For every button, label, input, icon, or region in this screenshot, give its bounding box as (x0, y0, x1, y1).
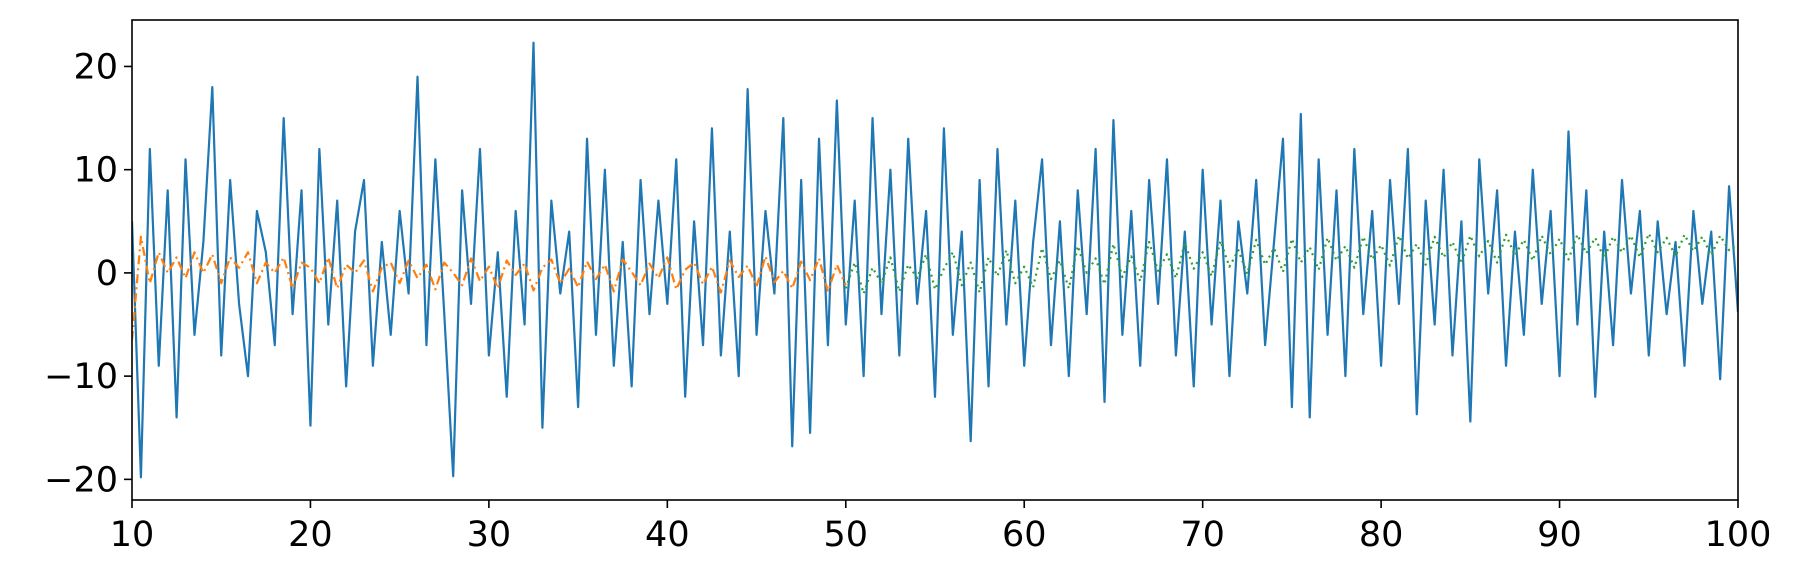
x-tick-label: 10 (110, 515, 155, 555)
plot-frame (131, 19, 1739, 501)
y-tick-label: 20 (73, 47, 118, 87)
x-tick-label: 70 (1180, 515, 1225, 555)
x-tick-label: 80 (1359, 515, 1404, 555)
x-tick-label: 90 (1537, 515, 1582, 555)
x-tick-label: 50 (824, 515, 869, 555)
x-tick-label: 100 (1705, 515, 1772, 555)
x-tick-label: 60 (1002, 515, 1047, 555)
y-tick-label: −20 (44, 460, 118, 500)
x-tick-label: 40 (645, 515, 690, 555)
data-line (132, 41, 1738, 479)
y-tick-label: 10 (73, 151, 118, 191)
data-line (132, 235, 847, 341)
y-tick-label: 0 (96, 254, 118, 294)
y-tick-label: −10 (44, 357, 118, 397)
x-tick-label: 20 (288, 515, 333, 555)
x-tick-label: 30 (467, 515, 512, 555)
